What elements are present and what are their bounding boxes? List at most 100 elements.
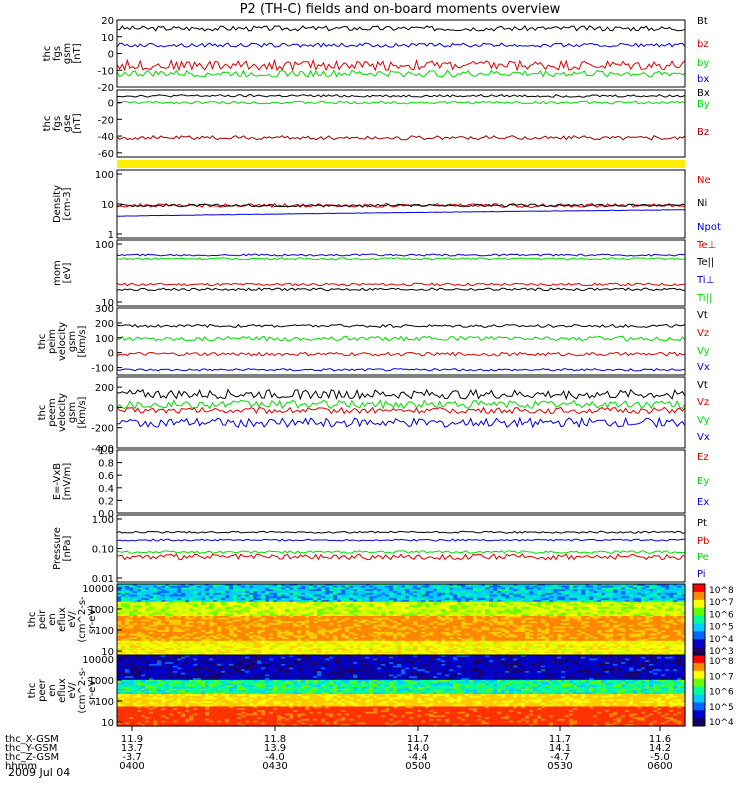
heatmap-cell (629, 594, 634, 598)
heatmap-cell (425, 639, 430, 642)
heatmap-cell (293, 605, 298, 608)
heatmap-cell (129, 617, 134, 621)
heatmap-cell (397, 589, 402, 592)
heatmap-cell (365, 608, 370, 612)
heatmap-cell (129, 598, 134, 601)
heatmap-cell (365, 635, 370, 638)
heatmap-cell (653, 598, 658, 601)
heatmap-cell (529, 610, 534, 613)
heatmap-cell (593, 621, 598, 624)
heatmap-cell (309, 635, 314, 638)
heatmap-cell (625, 587, 630, 590)
heatmap-cell (657, 591, 662, 594)
heatmap-cell (177, 630, 182, 633)
heatmap-cell (365, 594, 370, 598)
heatmap-cell (345, 626, 350, 629)
heatmap-cell (501, 599, 506, 603)
heatmap-cell (641, 607, 646, 610)
heatmap-cell (237, 587, 242, 590)
heatmap-cell (245, 642, 250, 645)
heatmap-cell (169, 584, 174, 587)
heatmap-cell (669, 633, 674, 637)
heatmap-cell (173, 585, 178, 589)
heatmap-cell (309, 642, 314, 645)
heatmap-cell (585, 603, 590, 606)
heatmap-cell (393, 619, 398, 622)
heatmap-cell (381, 640, 386, 644)
heatmap-cell (337, 608, 342, 612)
heatmap-cell (501, 584, 506, 587)
heatmap-cell (357, 612, 362, 615)
heatmap-cell (341, 584, 346, 587)
heatmap-cell (217, 631, 222, 635)
heatmap-cell (481, 584, 486, 587)
heatmap-cell (221, 628, 226, 631)
heatmap-cell (449, 628, 454, 631)
heatmap-cell (553, 612, 558, 615)
heatmap-cell (157, 619, 162, 622)
heatmap-cell (217, 596, 222, 599)
heatmap-cell (325, 612, 330, 615)
heatmap-cell (293, 584, 298, 587)
heatmap-cell (209, 619, 214, 622)
heatmap-cell (553, 623, 558, 626)
heatmap-cell (653, 630, 658, 633)
heatmap-cell (369, 608, 374, 612)
heatmap-cell (365, 639, 370, 642)
heatmap-cell (377, 610, 382, 613)
heatmap-cell (581, 610, 586, 613)
heatmap-cell (293, 596, 298, 599)
y-tick-label: 200 (95, 319, 114, 330)
heatmap-cell (473, 610, 478, 613)
heatmap-cell (173, 587, 178, 590)
heatmap-cell (545, 596, 550, 599)
heatmap-cell (557, 587, 562, 590)
heatmap-cell (185, 607, 190, 610)
heatmap-cell (117, 621, 122, 624)
heatmap-cell (133, 628, 138, 631)
heatmap-cell (661, 640, 666, 644)
heatmap-cell (325, 640, 330, 644)
heatmap-cell (153, 596, 158, 599)
heatmap-cell (641, 610, 646, 613)
heatmap-cell (357, 587, 362, 590)
heatmap-cell (153, 584, 158, 587)
heatmap-cell (509, 608, 514, 612)
heatmap-cell (345, 619, 350, 622)
heatmap-cell (381, 591, 386, 594)
heatmap-cell (333, 601, 338, 605)
heatmap-cell (213, 608, 218, 612)
heatmap-cell (285, 633, 290, 637)
legend-label: Te|| (696, 257, 714, 268)
heatmap-cell (361, 603, 366, 606)
heatmap-cell (485, 626, 490, 629)
heatmap-cell (513, 603, 518, 606)
heatmap-cell (177, 637, 182, 640)
heatmap-cell (297, 640, 302, 644)
heatmap-cell (569, 640, 574, 644)
heatmap-cell (617, 626, 622, 629)
heatmap-cell (505, 633, 510, 637)
heatmap-cell (501, 585, 506, 589)
heatmap-cell (373, 621, 378, 624)
heatmap-cell (537, 603, 542, 606)
heatmap-cell (289, 594, 294, 598)
heatmap-cell (585, 628, 590, 631)
heatmap-cell (565, 608, 570, 612)
heatmap-cell (609, 633, 614, 637)
heatmap-cell (537, 628, 542, 631)
heatmap-cell (257, 617, 262, 621)
heatmap-cell (141, 601, 146, 605)
heatmap-cell (209, 607, 214, 610)
heatmap-cell (597, 601, 602, 605)
heatmap-cell (269, 607, 274, 610)
heatmap-cell (233, 591, 238, 594)
heatmap-cell (273, 635, 278, 638)
heatmap-cell (181, 610, 186, 613)
heatmap-cell (581, 637, 586, 640)
heatmap-cell (345, 592, 350, 596)
heatmap-cell (221, 585, 226, 589)
heatmap-cell (121, 626, 126, 629)
heatmap-cell (505, 608, 510, 612)
heatmap-cell (305, 587, 310, 590)
